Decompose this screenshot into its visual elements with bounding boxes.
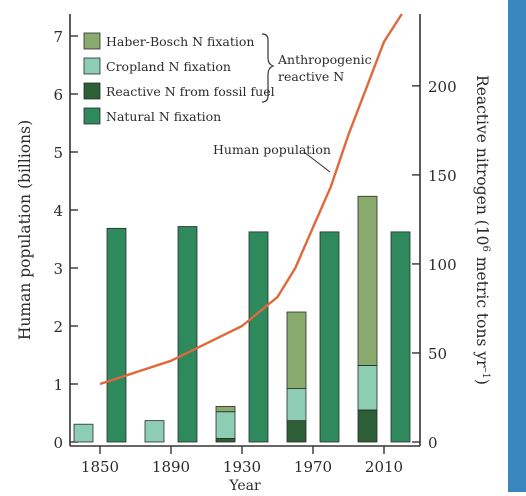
bar-fossil-fuel-1970	[286, 420, 307, 443]
legend-natural-label: Natural N fixation	[106, 109, 221, 124]
left-tick-label: 5	[53, 144, 63, 162]
right-tick-label: 200	[428, 78, 457, 96]
left-tick-label: 3	[53, 260, 63, 278]
x-tick-label: 1970	[294, 458, 332, 476]
x-tick-label: 1850	[81, 458, 119, 476]
bar-cropland-2010	[357, 365, 378, 411]
x-axis-ticks: 1850 1890 1930 1970 2010	[81, 446, 403, 476]
legend-natural-swatch	[83, 107, 101, 125]
population-line	[99, 13, 403, 386]
bar-fossil-fuel-2010	[357, 409, 378, 443]
left-tick-label: 4	[53, 202, 63, 220]
left-tick-label: 7	[53, 28, 63, 46]
x-tick-label: 2010	[365, 458, 403, 476]
bar-natural-1850	[106, 227, 127, 443]
bar-haber-bosch-1970	[286, 311, 307, 389]
bar-cropland-1930	[215, 411, 236, 439]
left-axis-ticks: 0 1 2 3 4 5 6 7	[53, 28, 78, 452]
legend-bracket	[261, 33, 275, 103]
legend-fossil-fuel-swatch	[83, 82, 101, 100]
legend-haber-bosch-swatch	[83, 32, 101, 50]
bar-cropland-1970	[286, 388, 307, 422]
legend: Haber-Bosch N fixation Cropland N fixatio…	[83, 32, 275, 125]
bar-cropland-1850	[73, 423, 94, 443]
page-edge-strip	[508, 0, 526, 492]
x-tick-label: 1890	[152, 458, 190, 476]
bar-haber-bosch-2010	[357, 195, 378, 366]
left-tick-label: 2	[53, 318, 63, 336]
bar-natural-2010	[390, 231, 411, 443]
right-tick-label: 50	[428, 345, 447, 363]
y-right-axis-title: Reactive nitrogen (106 metric tons yr–1)	[473, 75, 491, 385]
x-axis-title: Year	[228, 478, 261, 492]
legend-fossil-fuel-label: Reactive N from fossil fuel	[106, 84, 275, 99]
legend-cropland-swatch	[83, 57, 101, 75]
bar-fossil-fuel-1930	[215, 438, 236, 443]
left-tick-label: 0	[53, 434, 63, 452]
bar-natural-1970	[319, 231, 340, 443]
left-tick-label: 1	[53, 376, 63, 394]
left-tick-label: 6	[53, 86, 63, 104]
bar-natural-1930	[248, 231, 269, 443]
legend-cropland-label: Cropland N fixation	[106, 59, 231, 74]
bars-group	[73, 195, 411, 443]
bracket-label-line2: reactive N	[278, 69, 344, 84]
bracket-label-line1: Anthropogenic	[277, 52, 372, 67]
population-label: Human population	[213, 142, 331, 157]
population-pointer	[303, 151, 331, 173]
right-tick-label: 150	[428, 167, 457, 185]
x-tick-label: 1930	[223, 458, 261, 476]
bar-natural-1890	[177, 226, 198, 443]
bar-cropland-1890	[144, 420, 165, 443]
bar-haber-bosch-1930	[215, 405, 236, 413]
y-left-axis-title: Human population (billions)	[16, 120, 34, 340]
right-tick-label: 100	[428, 256, 457, 274]
right-tick-label: 0	[428, 434, 438, 452]
right-axis-ticks: 0 50 100 150 200	[412, 78, 457, 452]
legend-haber-bosch-label: Haber-Bosch N fixation	[106, 34, 254, 49]
